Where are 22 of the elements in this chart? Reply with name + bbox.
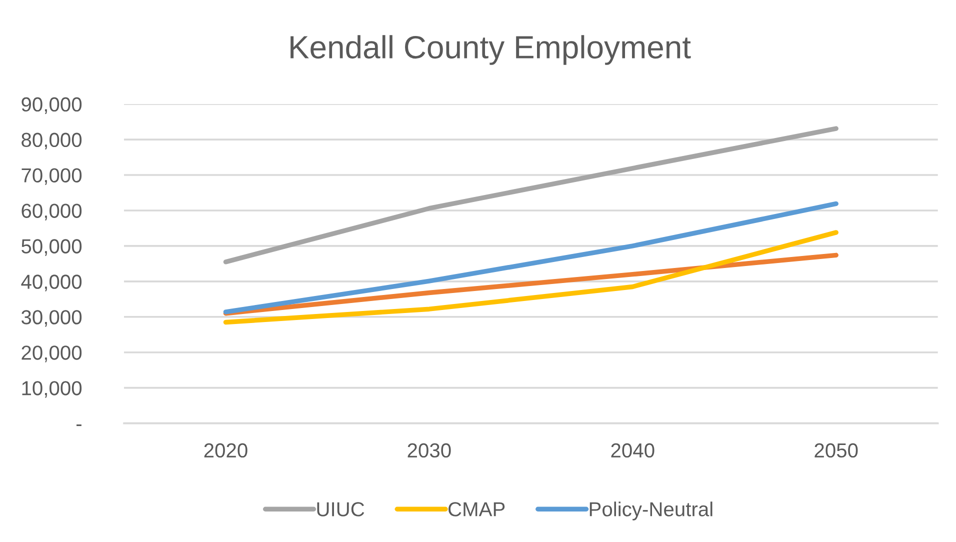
x-tick-label: 2030 [408, 443, 451, 458]
line-series [223, 126, 838, 264]
y-tick-label: 10,000 [22, 381, 82, 398]
line-series [223, 201, 838, 314]
y-tick-label: 20,000 [22, 346, 82, 362]
legend-label: UIUC [317, 502, 364, 516]
x-tick-label: 2020 [204, 443, 248, 458]
y-tick-label: 30,000 [22, 310, 82, 327]
y-tick-label: 70,000 [22, 168, 82, 185]
line-series [223, 252, 838, 316]
legend-label: CMAP [448, 502, 505, 516]
y-tick-label: 40,000 [21, 274, 82, 292]
legend-label: Policy-Neutral [590, 502, 712, 520]
chart-title: Kendall County Employment [290, 35, 691, 65]
y-tick-label: 50,000 [22, 239, 82, 256]
line-series [223, 230, 838, 325]
y-tick-label: 60,000 [22, 204, 82, 220]
y-tick-label: 90,000 [22, 97, 82, 114]
y-tick-label: 80,000 [22, 132, 82, 150]
x-tick-label: 2050 [814, 443, 858, 458]
x-tick-label: 2040 [611, 443, 654, 458]
y-tick-label: - [76, 424, 82, 426]
